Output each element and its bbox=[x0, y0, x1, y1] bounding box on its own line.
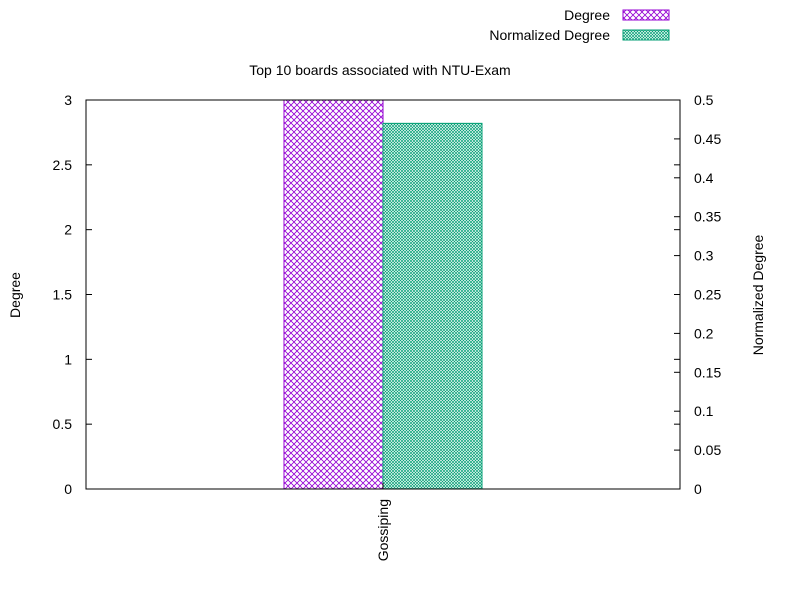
y-tick-label: 0 bbox=[64, 481, 72, 497]
legend-swatch-normalized-degree bbox=[622, 29, 670, 41]
chart-title: Top 10 boards associated with NTU-Exam bbox=[249, 62, 510, 78]
legend: Degree Normalized Degree bbox=[489, 7, 670, 43]
y-tick-label: 1.5 bbox=[53, 287, 73, 303]
y2-tick-label: 0.35 bbox=[694, 209, 721, 225]
y-axis-label: Degree bbox=[7, 272, 23, 318]
y2-axis-label: Normalized Degree bbox=[750, 234, 766, 355]
y2-tick-label: 0 bbox=[694, 481, 702, 497]
y2-tick-label: 0.5 bbox=[694, 92, 714, 108]
y-tick-label: 1 bbox=[64, 351, 72, 367]
bar-normalized-degree bbox=[382, 122, 483, 490]
y2-tick-label: 0.05 bbox=[694, 442, 721, 458]
y2-tick-label: 0.4 bbox=[694, 170, 714, 186]
bars-group bbox=[283, 99, 483, 490]
y2-tick-label: 0.15 bbox=[694, 364, 721, 380]
y2-tick-label: 0.1 bbox=[694, 403, 714, 419]
y2-tick-label: 0.2 bbox=[694, 325, 714, 341]
legend-label-degree: Degree bbox=[564, 7, 610, 23]
y-tick-label: 2 bbox=[64, 222, 72, 238]
x-tick-label: Gossiping bbox=[375, 499, 391, 561]
legend-label-normalized-degree: Normalized Degree bbox=[489, 27, 610, 43]
y2-tick-label: 0.3 bbox=[694, 248, 714, 264]
x-axis: Gossiping bbox=[375, 483, 391, 561]
y-tick-label: 3 bbox=[64, 92, 72, 108]
y2-tick-label: 0.25 bbox=[694, 287, 721, 303]
y-tick-label: 0.5 bbox=[53, 416, 73, 432]
bar-degree bbox=[283, 99, 384, 490]
y2-tick-label: 0.45 bbox=[694, 131, 721, 147]
y-axis-right: 0 0.05 0.1 0.15 0.2 0.25 0.3 0.35 0.4 0.45 0.5 bbox=[674, 92, 721, 497]
legend-swatch-degree bbox=[622, 9, 670, 21]
y-tick-label: 2.5 bbox=[53, 157, 73, 173]
